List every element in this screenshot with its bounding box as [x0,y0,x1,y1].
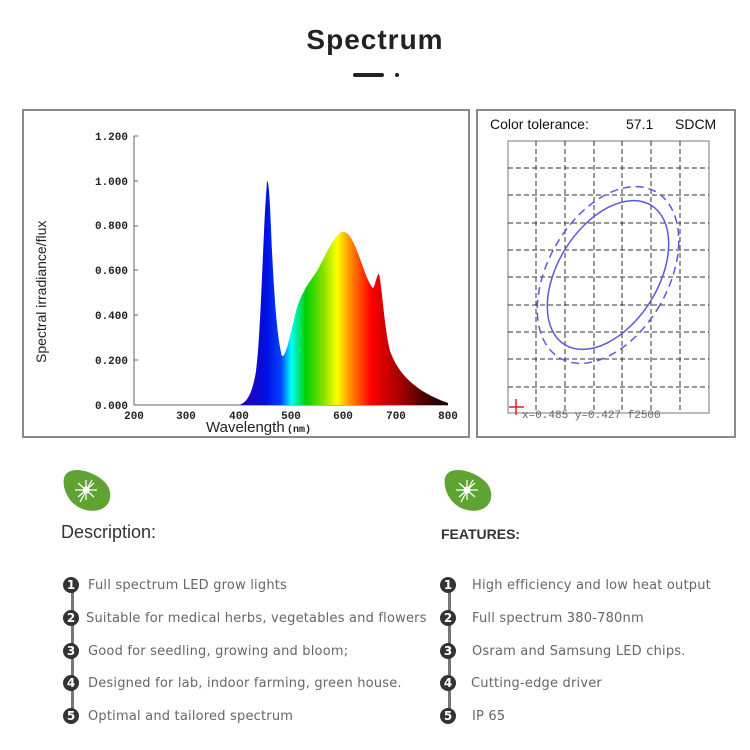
spectrum-chart-panel: 0.000 0.200 0.400 0.600 0.800 1.000 1.20… [22,109,470,438]
x-tick: 300 [176,411,196,423]
number-badge: 4 [440,675,456,691]
list-item: 5 IP 65 [440,706,505,726]
list-item: 1 Full spectrum LED grow lights [63,575,287,595]
y-tick: 0.200 [95,356,128,368]
list-item: 2 Full spectrum 380-780nm [440,608,644,628]
page-title: Spectrum [306,24,444,55]
features-list: 1 High efficiency and low heat output 2 … [440,575,740,725]
y-axis-label: Spectral irradiance/flux [33,221,49,363]
list-item: 4 Designed for lab, indoor farming, gree… [63,673,402,693]
number-badge: 1 [63,577,79,593]
list-item-text: IP 65 [472,708,506,724]
x-tick: 700 [386,411,406,423]
y-tick: 0.800 [95,221,128,233]
x-tick: 400 [229,411,249,423]
tolerance-value: 57.1 [626,116,653,132]
x-tick: 500 [281,411,301,423]
y-tick: 1.000 [95,177,128,189]
grid-lines [508,141,709,413]
y-tick: 0.000 [95,401,128,413]
list-item: 4 Cutting-edge driver [440,673,602,693]
list-item: 1 High efficiency and low heat output [440,575,711,595]
number-badge: 3 [63,643,79,659]
list-item-text: Cutting-edge driver [471,675,602,691]
sparkle-leaf-icon [444,470,492,511]
list-item: 2 Suitable for medical herbs, vegetables… [63,608,427,628]
list-item-text: Full spectrum 380-780nm [472,610,644,626]
description-title: Description: [61,522,157,542]
y-tick: 1.200 [95,132,128,144]
sparkle-leaf-icon [63,470,111,511]
color-tolerance-chart: Color tolerance: 57.1 SDCM x=0.485 y=0.4… [490,116,716,422]
spectrum-area [239,181,448,405]
tolerance-ellipse-dashed [536,185,680,365]
list-item: 5 Optimal and tailored spectrum [63,706,293,726]
number-badge: 5 [440,708,456,724]
list-item-text: Good for seedling, growing and bloom; [88,643,349,659]
number-badge: 5 [63,708,79,724]
title-underline [353,73,384,77]
number-badge: 2 [440,610,456,626]
y-tick: 0.400 [95,311,128,323]
y-tick: 0.600 [95,266,128,278]
tolerance-label: Color tolerance: [490,116,589,132]
list-item-text: Suitable for medical herbs, vegetables a… [86,610,427,626]
x-tick: 200 [124,411,144,423]
list-item: 3 Osram and Samsung LED chips. [440,641,686,661]
x-axis-unit: (nm) [287,424,311,436]
list-item-text: High efficiency and low heat output [472,577,711,593]
tolerance-unit: SDCM [675,116,716,132]
title-dot [395,73,399,77]
list-item-text: Osram and Samsung LED chips. [472,643,686,659]
spectrum-chart: 0.000 0.200 0.400 0.600 0.800 1.000 1.20… [33,132,458,436]
list-item-text: Full spectrum LED grow lights [88,577,288,593]
color-tolerance-panel: Color tolerance: 57.1 SDCM x=0.485 y=0.4… [476,109,736,438]
red-cross-marker [509,399,524,415]
description-list: 1 Full spectrum LED grow lights 2 Suitab… [63,575,443,725]
list-item-text: Optimal and tailored spectrum [88,708,294,724]
x-axis-label: Wavelength [206,419,285,436]
number-badge: 4 [63,675,79,691]
number-badge: 1 [440,577,456,593]
list-item: 3 Good for seedling, growing and bloom; [63,641,348,661]
x-tick: 600 [333,411,353,423]
number-badge: 2 [63,610,79,626]
list-item-text: Designed for lab, indoor farming, green … [88,675,402,691]
coordinates-label: x=0.485 y=0.427 f2500 [522,410,661,422]
features-title: FEATURES: [441,526,521,542]
x-tick: 800 [438,411,458,423]
number-badge: 3 [440,643,456,659]
tolerance-ellipse-solid [546,199,670,351]
